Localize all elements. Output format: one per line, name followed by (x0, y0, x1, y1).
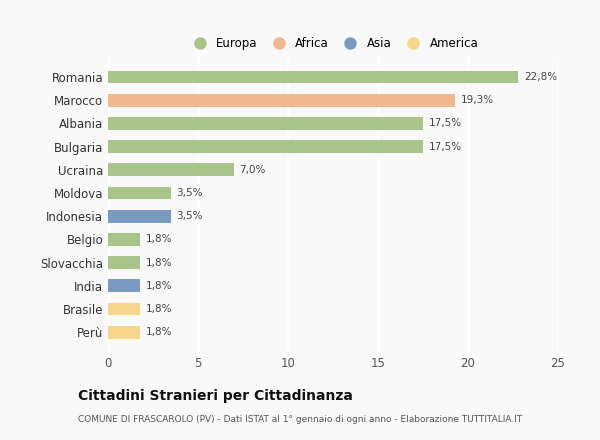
Bar (108, 187, 171, 199)
Text: Cittadini Stranieri per Cittadinanza: Cittadini Stranieri per Cittadinanza (78, 389, 353, 403)
Text: 1,8%: 1,8% (146, 257, 172, 268)
Text: COMUNE DI FRASCAROLO (PV) - Dati ISTAT al 1° gennaio di ogni anno - Elaborazione: COMUNE DI FRASCAROLO (PV) - Dati ISTAT a… (78, 415, 522, 425)
Bar (108, 233, 140, 246)
Bar (108, 279, 140, 292)
Text: 22,8%: 22,8% (524, 72, 557, 82)
Bar (108, 256, 140, 269)
Bar (108, 70, 518, 83)
Legend: Europa, Africa, Asia, America: Europa, Africa, Asia, America (184, 33, 482, 54)
Text: 1,8%: 1,8% (146, 281, 172, 291)
Text: 1,8%: 1,8% (146, 304, 172, 314)
Bar (108, 163, 234, 176)
Text: 3,5%: 3,5% (176, 188, 203, 198)
Text: 17,5%: 17,5% (428, 118, 461, 128)
Text: 1,8%: 1,8% (146, 327, 172, 337)
Text: 3,5%: 3,5% (176, 211, 203, 221)
Bar (108, 210, 171, 223)
Bar (108, 94, 455, 106)
Bar (108, 303, 140, 315)
Text: 19,3%: 19,3% (461, 95, 494, 105)
Text: 7,0%: 7,0% (239, 165, 266, 175)
Bar (108, 117, 423, 130)
Text: 17,5%: 17,5% (428, 142, 461, 152)
Bar (108, 140, 423, 153)
Text: 1,8%: 1,8% (146, 235, 172, 244)
Bar (108, 326, 140, 339)
